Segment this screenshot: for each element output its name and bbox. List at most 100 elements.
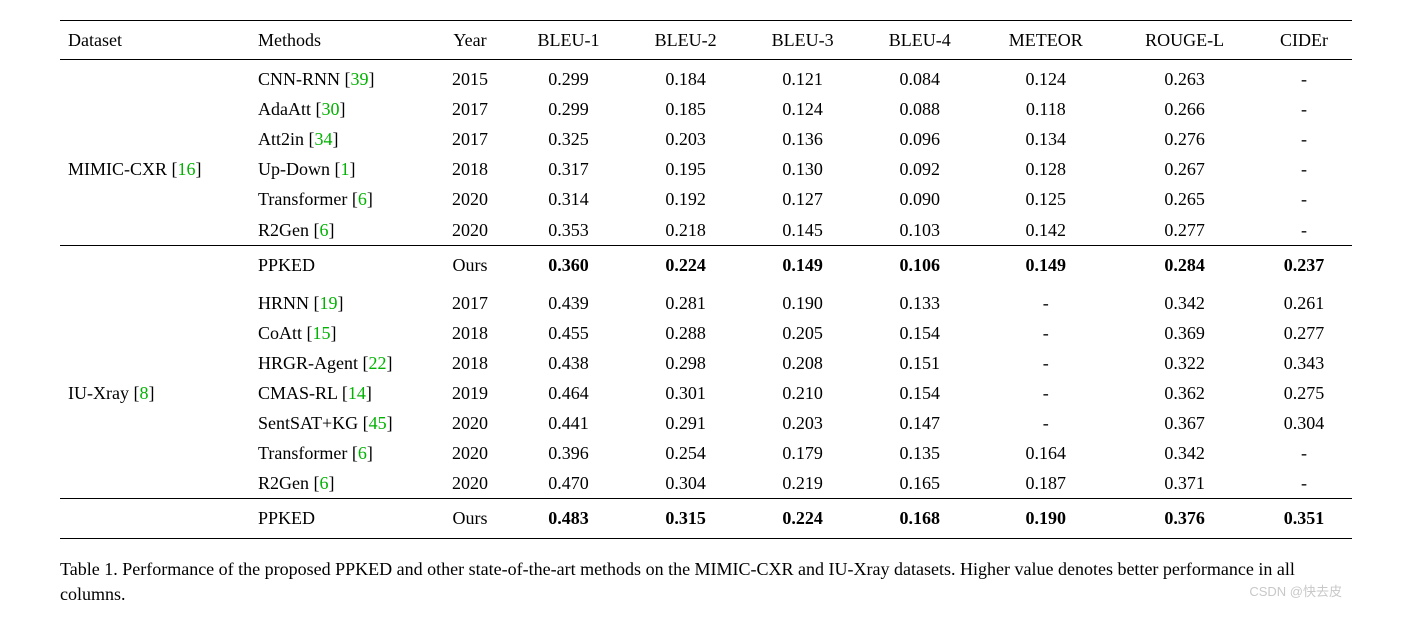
value-cell: 0.164 bbox=[978, 438, 1113, 468]
method-cell: PPKED bbox=[250, 499, 430, 538]
table-row: IU-Xray [8]CMAS-RL [14]20190.4640.3010.2… bbox=[60, 378, 1352, 408]
value-cell: 0.151 bbox=[861, 348, 978, 378]
value-cell: - bbox=[1256, 184, 1352, 214]
value-cell: - bbox=[978, 378, 1113, 408]
value-cell: 0.149 bbox=[978, 245, 1113, 284]
value-cell: 0.124 bbox=[978, 60, 1113, 95]
value-cell: 0.353 bbox=[510, 215, 627, 246]
value-cell: 0.315 bbox=[627, 499, 744, 538]
value-cell: 0.439 bbox=[510, 284, 627, 318]
value-cell: 0.190 bbox=[978, 499, 1113, 538]
year-cell: Ours bbox=[430, 499, 510, 538]
value-cell: 0.092 bbox=[861, 154, 978, 184]
value-cell: - bbox=[978, 284, 1113, 318]
value-cell: 0.210 bbox=[744, 378, 861, 408]
value-cell: 0.483 bbox=[510, 499, 627, 538]
dataset-blank bbox=[60, 348, 250, 378]
year-cell: 2018 bbox=[430, 348, 510, 378]
value-cell: - bbox=[1256, 215, 1352, 246]
value-cell: 0.127 bbox=[744, 184, 861, 214]
value-cell: 0.168 bbox=[861, 499, 978, 538]
value-cell: 0.088 bbox=[861, 94, 978, 124]
table-row: Transformer [6]20200.3140.1920.1270.0900… bbox=[60, 184, 1352, 214]
col-methods: Methods bbox=[250, 21, 430, 60]
value-cell: 0.266 bbox=[1113, 94, 1256, 124]
value-cell: 0.254 bbox=[627, 438, 744, 468]
table-row: R2Gen [6]20200.3530.2180.1450.1030.1420.… bbox=[60, 215, 1352, 246]
citation-number: 15 bbox=[313, 323, 331, 343]
col-bleu2: BLEU-2 bbox=[627, 21, 744, 60]
value-cell: 0.128 bbox=[978, 154, 1113, 184]
citation-number: 6 bbox=[320, 473, 329, 493]
citation-number: 39 bbox=[351, 69, 369, 89]
col-rougel: ROUGE-L bbox=[1113, 21, 1256, 60]
value-cell: 0.187 bbox=[978, 468, 1113, 499]
value-cell: 0.154 bbox=[861, 318, 978, 348]
citation-number: 8 bbox=[139, 383, 148, 403]
value-cell: 0.184 bbox=[627, 60, 744, 95]
value-cell: 0.304 bbox=[1256, 408, 1352, 438]
value-cell: 0.136 bbox=[744, 124, 861, 154]
method-cell: R2Gen [6] bbox=[250, 215, 430, 246]
watermark-text: CSDN @快去皮 bbox=[1249, 581, 1342, 600]
value-cell: 0.205 bbox=[744, 318, 861, 348]
table-row: MIMIC-CXR [16]Up-Down [1]20180.3170.1950… bbox=[60, 154, 1352, 184]
dataset-blank bbox=[60, 438, 250, 468]
year-cell: 2017 bbox=[430, 124, 510, 154]
value-cell: 0.304 bbox=[627, 468, 744, 499]
method-cell: Att2in [34] bbox=[250, 124, 430, 154]
method-cell: R2Gen [6] bbox=[250, 468, 430, 499]
value-cell: 0.218 bbox=[627, 215, 744, 246]
value-cell: 0.096 bbox=[861, 124, 978, 154]
value-cell: 0.298 bbox=[627, 348, 744, 378]
value-cell: 0.362 bbox=[1113, 378, 1256, 408]
value-cell: 0.275 bbox=[1256, 378, 1352, 408]
dataset-blank bbox=[60, 499, 250, 538]
value-cell: 0.147 bbox=[861, 408, 978, 438]
col-bleu1: BLEU-1 bbox=[510, 21, 627, 60]
table-header-row: Dataset Methods Year BLEU-1 BLEU-2 BLEU-… bbox=[60, 21, 1352, 60]
table-row: R2Gen [6]20200.4700.3040.2190.1650.1870.… bbox=[60, 468, 1352, 499]
value-cell: 0.267 bbox=[1113, 154, 1256, 184]
value-cell: 0.265 bbox=[1113, 184, 1256, 214]
year-cell: 2015 bbox=[430, 60, 510, 95]
value-cell: 0.203 bbox=[744, 408, 861, 438]
citation-number: 1 bbox=[341, 159, 350, 179]
value-cell: 0.179 bbox=[744, 438, 861, 468]
citation-number: 6 bbox=[358, 189, 367, 209]
value-cell: 0.208 bbox=[744, 348, 861, 378]
value-cell: 0.455 bbox=[510, 318, 627, 348]
value-cell: 0.342 bbox=[1113, 284, 1256, 318]
value-cell: 0.261 bbox=[1256, 284, 1352, 318]
value-cell: 0.314 bbox=[510, 184, 627, 214]
dataset-blank bbox=[60, 408, 250, 438]
table-row: AdaAtt [30]20170.2990.1850.1240.0880.118… bbox=[60, 94, 1352, 124]
value-cell: 0.317 bbox=[510, 154, 627, 184]
year-cell: 2019 bbox=[430, 378, 510, 408]
value-cell: 0.224 bbox=[744, 499, 861, 538]
dataset-blank bbox=[60, 124, 250, 154]
table-row: HRNN [19]20170.4390.2810.1900.133-0.3420… bbox=[60, 284, 1352, 318]
value-cell: 0.103 bbox=[861, 215, 978, 246]
table-row: SentSAT+KG [45]20200.4410.2910.2030.147-… bbox=[60, 408, 1352, 438]
year-cell: 2020 bbox=[430, 184, 510, 214]
citation-number: 22 bbox=[369, 353, 387, 373]
method-cell: Transformer [6] bbox=[250, 184, 430, 214]
value-cell: 0.121 bbox=[744, 60, 861, 95]
method-cell: Transformer [6] bbox=[250, 438, 430, 468]
value-cell: 0.090 bbox=[861, 184, 978, 214]
year-cell: 2018 bbox=[430, 318, 510, 348]
value-cell: 0.084 bbox=[861, 60, 978, 95]
dataset-blank bbox=[60, 284, 250, 318]
value-cell: 0.464 bbox=[510, 378, 627, 408]
value-cell: 0.360 bbox=[510, 245, 627, 284]
value-cell: 0.470 bbox=[510, 468, 627, 499]
value-cell: 0.195 bbox=[627, 154, 744, 184]
value-cell: 0.277 bbox=[1256, 318, 1352, 348]
value-cell: 0.277 bbox=[1113, 215, 1256, 246]
value-cell: 0.125 bbox=[978, 184, 1113, 214]
method-cell: HRNN [19] bbox=[250, 284, 430, 318]
dataset-blank bbox=[60, 245, 250, 284]
value-cell: 0.371 bbox=[1113, 468, 1256, 499]
value-cell: 0.367 bbox=[1113, 408, 1256, 438]
